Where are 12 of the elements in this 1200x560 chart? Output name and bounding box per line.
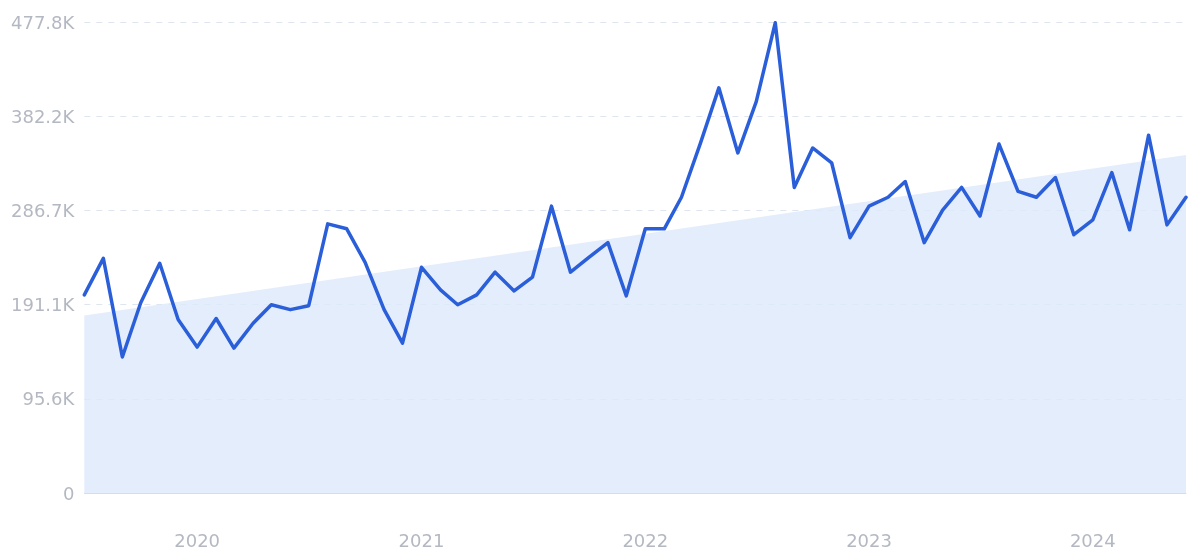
x-tick-label: 2023 [846,529,892,551]
y-tick-label: 95.6K [22,388,76,410]
x-tick-label: 2021 [398,529,445,551]
y-tick-label: 382.2K [10,105,76,127]
line-series [82,21,1188,359]
y-tick-label: 286.7K [10,199,76,221]
y-tick-label: 191.1K [10,294,76,316]
x-tick-label: 2024 [1069,529,1116,551]
x-tick-label: 2020 [174,529,221,551]
y-tick-label: 0 [62,482,75,504]
x-tick-label: 2022 [622,529,669,551]
y-tick-label: 477.8K [10,11,76,33]
